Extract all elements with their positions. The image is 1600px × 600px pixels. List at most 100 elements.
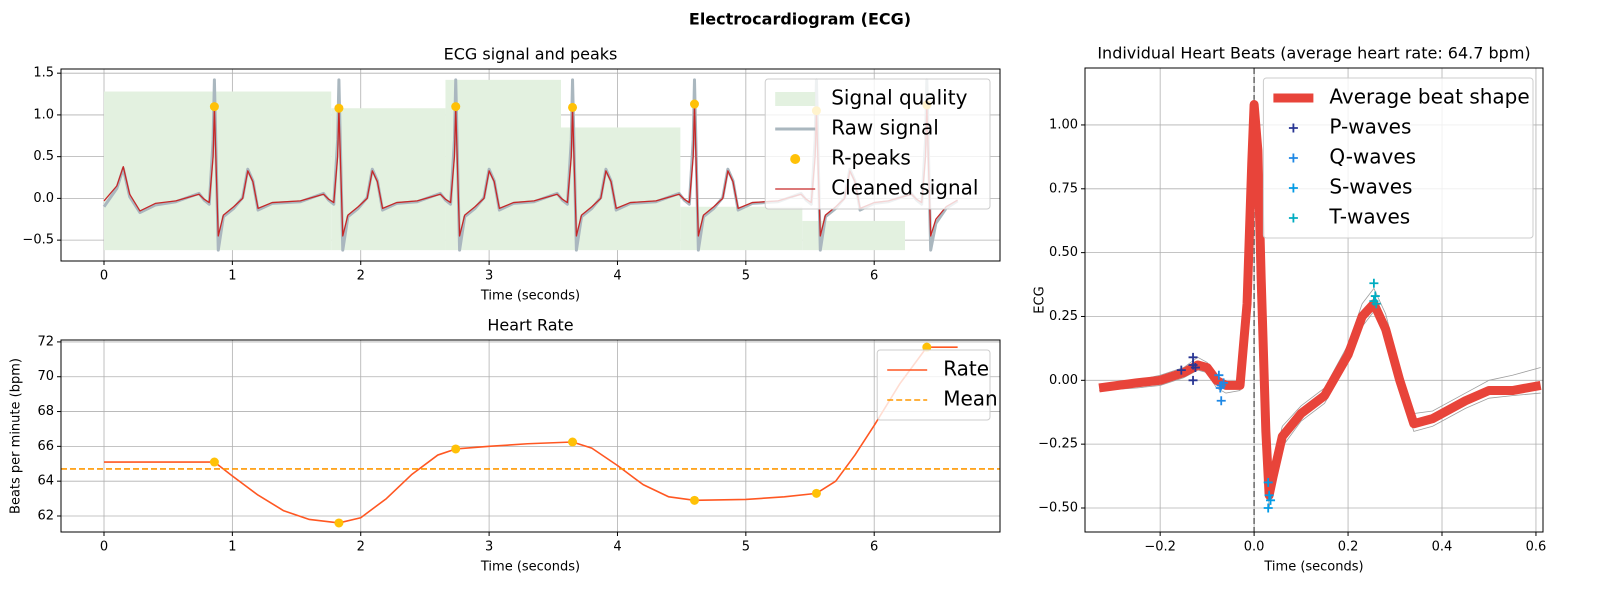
marker: [1369, 278, 1379, 288]
x-tick-label: 4: [613, 269, 621, 284]
marker: [1219, 378, 1229, 388]
x-tick-label: 1: [228, 540, 236, 555]
legend-key: [1288, 153, 1298, 163]
legend-label: Average beat shape: [1329, 85, 1529, 109]
peak-marker: [568, 102, 578, 112]
y-tick-label: 68: [37, 404, 54, 419]
series-line: [103, 103, 958, 237]
x-tick-label: 0.6: [1526, 540, 1547, 555]
x-tick-label: 2: [357, 269, 365, 284]
plot-area: [1085, 68, 1543, 532]
marker: [1263, 503, 1273, 513]
x-axis-label: Time (seconds): [480, 560, 580, 575]
rate-peak-marker: [922, 342, 932, 352]
legend-label: Raw signal: [831, 116, 939, 140]
x-tick-label: 4: [613, 540, 621, 555]
marker: [1190, 363, 1200, 373]
legend-label: Q-waves: [1329, 145, 1416, 169]
marker: [1371, 299, 1381, 309]
x-tick-label: 6: [870, 269, 878, 284]
y-tick-label: 0.25: [1049, 309, 1078, 324]
legend-key: [1288, 123, 1298, 133]
peak-marker: [689, 99, 699, 109]
y-tick-label: −0.25: [1038, 437, 1078, 452]
y-tick-label: 0.00: [1049, 373, 1078, 388]
y-tick-label: 70: [37, 369, 54, 384]
rate-peak-marker: [568, 437, 578, 447]
axes-frame: [60, 339, 1001, 533]
quality-band: [802, 220, 906, 251]
marker: [1266, 495, 1276, 505]
y-tick-label: −0.50: [1038, 500, 1078, 515]
y-tick-label: −0.5: [22, 233, 54, 248]
marker: [1188, 352, 1198, 362]
rate-peak-marker: [689, 495, 699, 505]
x-tick-label: 0.0: [1244, 540, 1265, 555]
legend-key: [1288, 183, 1298, 193]
peak-marker: [451, 102, 461, 112]
rate-peak-marker: [209, 457, 219, 467]
marker: [1215, 383, 1225, 393]
marker: [1188, 375, 1198, 385]
legend-label: Mean: [943, 387, 998, 411]
legend-label: R-peaks: [831, 146, 911, 170]
y-axis-label: Beats per minute (bpm): [9, 358, 24, 514]
marker: [1176, 365, 1186, 375]
legend-label: Signal quality: [831, 86, 967, 110]
chart-title: ECG signal and peaks: [444, 45, 618, 64]
marker: [1216, 396, 1226, 406]
peak-marker: [334, 103, 344, 113]
y-tick-label: 66: [37, 439, 54, 454]
x-tick-label: 1: [228, 269, 236, 284]
y-tick-label: 0.0: [33, 191, 54, 206]
quality-band: [331, 108, 446, 251]
y-tick-label: 1.00: [1049, 117, 1078, 132]
marker: [1263, 477, 1273, 487]
y-tick-label: 62: [37, 508, 54, 523]
legend-box: [876, 349, 991, 421]
legend-label: T-waves: [1328, 205, 1410, 229]
y-tick-label: 0.75: [1049, 181, 1078, 196]
x-tick-label: −0.2: [1144, 540, 1176, 555]
legend-label: Cleaned signal: [831, 176, 978, 200]
plot-area: [61, 69, 1000, 261]
legend-label: S-waves: [1329, 175, 1412, 199]
legend-box: [1262, 77, 1534, 239]
chart-title: Heart Rate: [487, 316, 573, 335]
marker: [1214, 370, 1224, 380]
legend-label: P-waves: [1329, 115, 1411, 139]
figure-title: Electrocardiogram (ECG): [689, 10, 911, 29]
y-axis-label: ECG: [1033, 286, 1048, 313]
y-tick-label: 1.0: [33, 107, 54, 122]
legend-label: Rate: [943, 357, 989, 381]
x-tick-label: 2: [357, 540, 365, 555]
x-axis-label: Time (seconds): [1263, 560, 1363, 575]
legend-key: [775, 92, 816, 106]
x-tick-label: 6: [870, 540, 878, 555]
x-tick-label: 0: [100, 540, 108, 555]
x-tick-label: 0.2: [1338, 540, 1359, 555]
chart-title: Individual Heart Beats (average heart ra…: [1097, 44, 1530, 63]
y-tick-label: 0.50: [1049, 245, 1078, 260]
y-tick-label: 1.5: [33, 66, 54, 81]
peak-marker: [209, 102, 219, 112]
legend-box: [764, 78, 991, 210]
rate-peak-marker: [451, 444, 461, 454]
plot-area: [61, 340, 1000, 532]
legend-key: [1288, 213, 1298, 223]
x-tick-label: 3: [485, 269, 493, 284]
x-tick-label: 5: [742, 269, 750, 284]
y-tick-label: 0.5: [33, 149, 54, 164]
x-tick-label: 5: [742, 540, 750, 555]
x-tick-label: 0.4: [1432, 540, 1453, 555]
x-axis-label: Time (seconds): [480, 289, 580, 304]
axes-frame: [60, 68, 1001, 262]
marker: [1370, 291, 1380, 301]
axes-frame: [1084, 67, 1544, 533]
y-tick-label: 72: [37, 334, 54, 349]
legend-key: [790, 154, 801, 164]
x-tick-label: 0: [100, 269, 108, 284]
y-tick-label: 64: [37, 474, 54, 489]
rate-peak-marker: [334, 518, 344, 528]
